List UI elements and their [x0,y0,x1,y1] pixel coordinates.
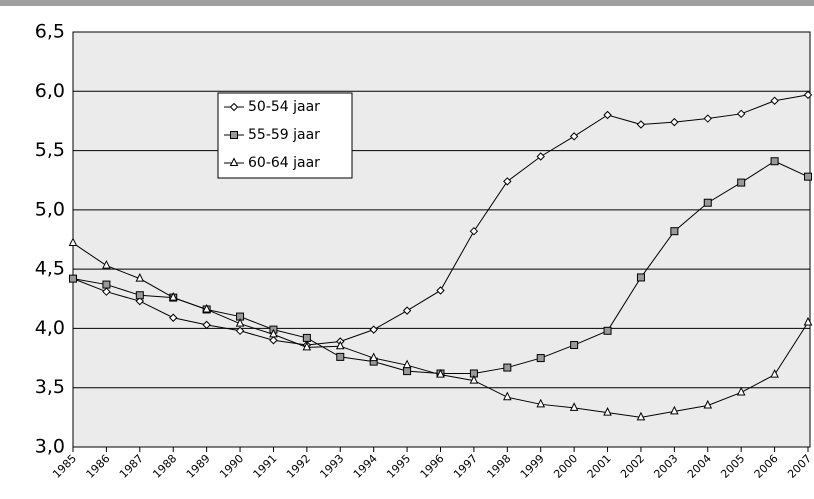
marker [230,131,238,139]
marker [770,157,779,166]
marker [102,287,111,296]
legend-label: 55-59 jaar [248,127,320,143]
marker [335,340,345,350]
marker [69,274,77,283]
marker [135,296,145,306]
marker [703,399,713,409]
marker [302,341,312,351]
marker [235,318,245,327]
marker [603,406,612,416]
marker [436,369,445,378]
marker [603,326,612,335]
marker [536,152,545,161]
y-tick-label: 4,5 [35,258,65,280]
marker [168,291,178,301]
y-tick-label: 3,0 [35,436,65,458]
marker [229,157,239,166]
marker [469,374,479,384]
y-tick-label: 6,5 [35,21,65,43]
marker [804,172,812,181]
marker [336,352,345,361]
marker [636,273,645,282]
marker [68,237,78,247]
marker [670,117,679,127]
marker [402,306,412,315]
marker [369,352,378,362]
marker [636,120,646,129]
marker [202,303,211,313]
y-tick-label: 5,5 [35,139,65,161]
marker [302,333,311,342]
marker [503,391,512,401]
marker [402,359,412,369]
marker [135,273,145,282]
marker [503,363,512,372]
marker [536,398,546,408]
marker [570,341,579,350]
marker [636,411,646,421]
marker [102,280,111,289]
marker [269,336,278,345]
marker [737,178,746,187]
marker [536,354,545,363]
y-tick-label: 4,0 [35,317,65,339]
marker [736,109,746,119]
legend-label: 60-64 jaar [248,155,320,171]
y-tick-label: 3,5 [35,376,65,398]
marker [269,328,278,338]
marker [803,90,813,100]
marker [703,114,712,123]
marker [503,177,512,186]
marker [803,316,813,326]
marker [469,226,479,236]
marker [135,291,144,300]
marker [703,198,712,207]
marker [102,259,111,269]
marker [603,110,612,120]
marker [670,227,679,236]
marker [169,313,178,322]
plot-area [72,31,811,448]
top-bar [0,0,814,6]
marker [569,132,579,141]
marker [770,369,779,378]
marker [770,96,779,105]
marker [235,326,245,336]
legend-label: 50-54 jaar [248,99,320,115]
marker [436,286,445,295]
marker [369,325,378,334]
marker [569,402,579,411]
marker [736,386,746,396]
marker [229,102,239,112]
marker [403,367,412,376]
y-tick-label: 5,0 [35,198,65,220]
marker [670,405,679,415]
y-tick-label: 6,0 [35,80,65,102]
marker [202,320,211,330]
